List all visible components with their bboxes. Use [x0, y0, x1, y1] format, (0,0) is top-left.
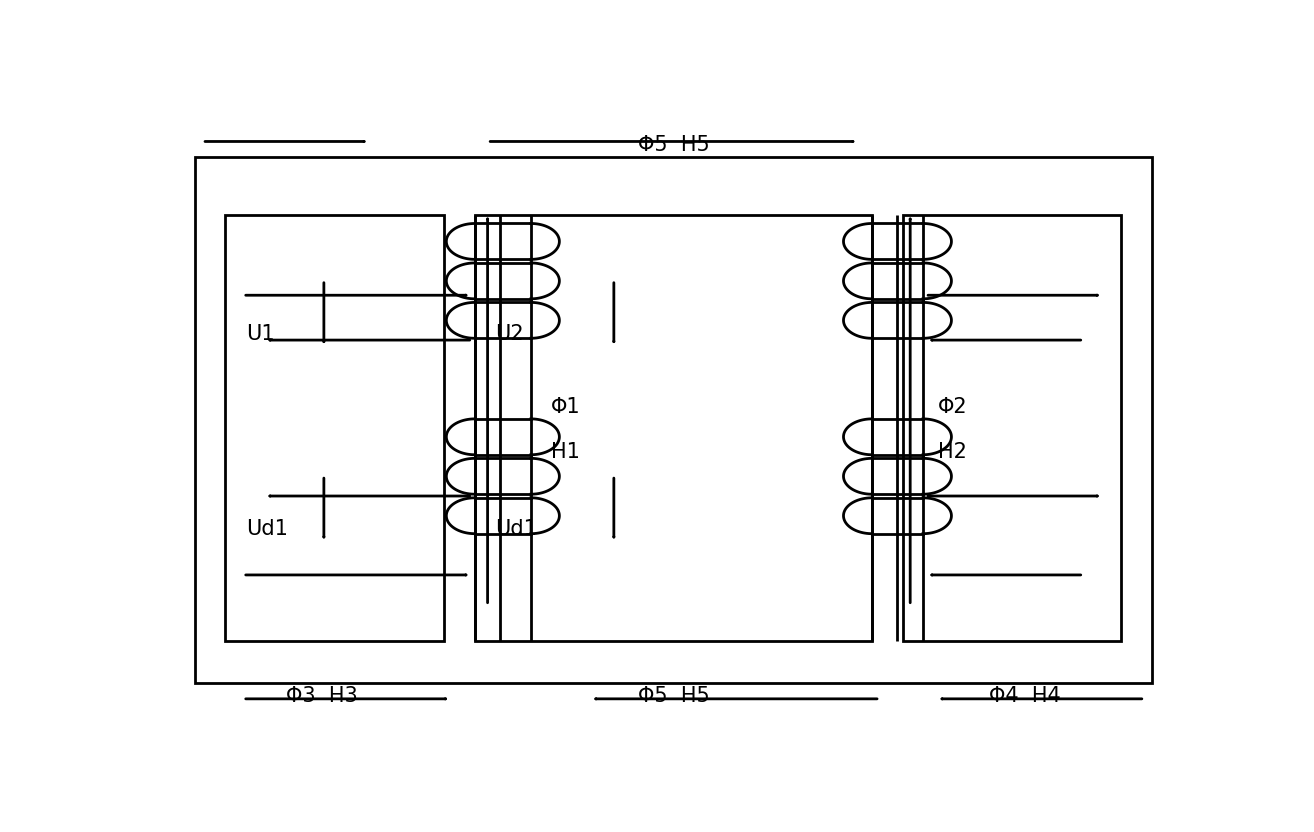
Text: H1: H1	[552, 442, 579, 463]
Text: Φ5  H5: Φ5 H5	[637, 135, 710, 155]
Bar	[903, 215, 1121, 641]
Text: U2: U2	[495, 324, 524, 344]
Text: Φ4  H4: Φ4 H4	[989, 686, 1060, 706]
Text: H2: H2	[938, 442, 967, 463]
Text: Φ2: Φ2	[938, 398, 968, 418]
Bar	[474, 215, 872, 641]
Text: Ud1: Ud1	[246, 519, 288, 539]
Bar	[194, 157, 1152, 683]
Text: U1: U1	[246, 324, 275, 344]
Bar	[226, 215, 444, 641]
Text: Φ5  H5: Φ5 H5	[637, 686, 710, 706]
Text: Ud1: Ud1	[495, 519, 537, 539]
Text: Φ1: Φ1	[552, 398, 581, 418]
Text: Φ3  H3: Φ3 H3	[286, 686, 357, 706]
